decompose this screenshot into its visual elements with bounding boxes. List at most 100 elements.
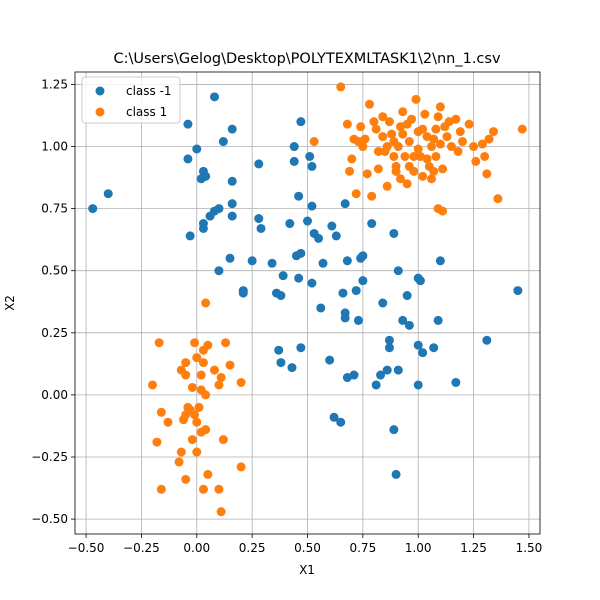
data-point <box>296 343 306 353</box>
data-point <box>203 340 213 350</box>
data-point <box>404 137 414 147</box>
data-point <box>371 124 381 134</box>
data-point <box>227 199 237 209</box>
data-point <box>384 117 394 127</box>
data-point <box>351 286 361 296</box>
data-point <box>365 99 374 109</box>
data-point <box>418 348 428 358</box>
data-point <box>154 338 164 348</box>
data-point <box>103 189 113 199</box>
series-class-neg1 <box>88 92 523 479</box>
x-tick-label: 0.50 <box>294 541 321 555</box>
data-point <box>382 365 392 375</box>
data-point <box>156 407 166 417</box>
data-point <box>88 204 98 214</box>
data-point <box>227 124 237 134</box>
data-point <box>420 109 430 119</box>
data-point <box>464 119 474 129</box>
x-tick-label: 0.00 <box>183 541 210 555</box>
data-point <box>192 353 202 363</box>
data-point <box>471 156 481 166</box>
data-point <box>451 377 461 387</box>
data-point <box>398 315 408 325</box>
data-point <box>429 134 439 144</box>
data-point <box>340 313 350 323</box>
data-point <box>287 363 297 373</box>
data-point <box>433 315 443 325</box>
data-point <box>367 191 377 201</box>
data-point <box>276 291 286 301</box>
series-class-1 <box>148 82 527 517</box>
data-point <box>181 474 191 484</box>
data-point <box>336 417 346 427</box>
data-point <box>489 127 498 137</box>
x-tick-label: 0.25 <box>239 541 266 555</box>
data-point <box>307 201 317 211</box>
y-tick-label: 0.50 <box>41 264 68 278</box>
data-point <box>307 278 317 288</box>
data-point <box>451 114 461 124</box>
data-point <box>285 219 295 229</box>
data-point <box>435 139 445 149</box>
data-point <box>303 216 312 226</box>
y-axis-label: X2 <box>3 295 17 311</box>
data-point <box>274 345 284 355</box>
data-point <box>393 266 403 276</box>
legend-label-class-1: class 1 <box>126 105 167 119</box>
data-point <box>413 380 423 390</box>
x-tick-label: −0.50 <box>68 541 105 555</box>
data-point <box>455 127 465 137</box>
data-point <box>431 151 441 161</box>
data-point <box>389 228 399 238</box>
data-point <box>429 166 439 176</box>
data-point <box>214 484 224 494</box>
data-point <box>458 137 467 147</box>
data-point <box>418 171 428 181</box>
data-point <box>314 233 324 243</box>
data-point <box>276 358 286 368</box>
data-point <box>429 343 439 353</box>
data-point <box>404 320 414 330</box>
data-point <box>325 355 335 365</box>
data-point <box>402 179 412 189</box>
data-point <box>484 134 494 144</box>
data-point <box>307 161 317 171</box>
data-point <box>347 154 357 164</box>
data-point <box>294 273 304 283</box>
y-tick-label: 0.25 <box>41 326 68 340</box>
x-tick-label: 1.25 <box>460 541 487 555</box>
data-point <box>362 169 372 179</box>
data-point <box>203 469 213 479</box>
data-point <box>378 132 388 142</box>
data-point <box>373 164 383 174</box>
data-point <box>221 338 231 348</box>
data-point <box>201 298 211 308</box>
y-tick-label: 0.75 <box>41 202 68 216</box>
x-tick-label: −0.25 <box>123 541 160 555</box>
data-point <box>181 370 191 380</box>
data-point <box>378 112 388 122</box>
data-point <box>254 214 264 224</box>
data-point <box>427 142 436 152</box>
data-point <box>148 380 157 390</box>
data-point <box>367 219 377 229</box>
data-point <box>398 129 408 139</box>
data-point <box>349 370 359 380</box>
data-point <box>196 370 206 380</box>
data-point <box>345 166 355 176</box>
data-point <box>438 206 448 216</box>
data-point <box>201 425 211 435</box>
data-point <box>513 286 523 296</box>
data-point <box>413 340 423 350</box>
data-point <box>409 166 419 176</box>
data-point <box>369 117 379 127</box>
data-point <box>391 166 401 176</box>
data-point <box>482 169 492 179</box>
data-point <box>309 137 319 147</box>
data-point <box>225 360 235 370</box>
data-point <box>358 142 368 152</box>
data-point <box>198 219 208 229</box>
data-point <box>387 129 397 139</box>
data-point <box>201 390 211 400</box>
